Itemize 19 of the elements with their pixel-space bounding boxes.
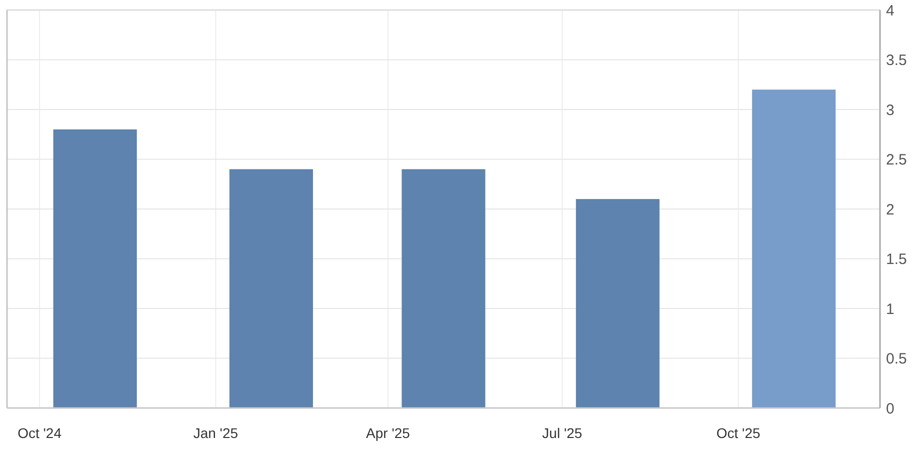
- bar: [402, 169, 486, 408]
- y-tick-label: 0: [886, 400, 894, 418]
- y-tick-label: 3.5: [886, 52, 907, 69]
- bar: [576, 199, 660, 408]
- y-tick-label: 1: [886, 300, 894, 318]
- bar: [752, 90, 836, 408]
- y-tick-label: 4: [886, 2, 894, 20]
- x-tick-label: Apr '25: [366, 425, 410, 441]
- y-tick-label: 0.5: [886, 350, 907, 368]
- y-tick-label: 2.5: [886, 152, 907, 168]
- y-tick-label: 1.5: [886, 251, 907, 268]
- x-tick-label: Oct '24: [18, 425, 62, 441]
- x-tick-label: Jul '25: [542, 425, 582, 441]
- bar: [53, 129, 137, 408]
- y-tick-label: 3: [886, 102, 894, 119]
- y-tick-label: 2: [886, 201, 894, 218]
- bar: [229, 169, 313, 408]
- x-tick-label: Jan '25: [193, 425, 238, 441]
- x-tick-label: Oct '25: [716, 425, 760, 441]
